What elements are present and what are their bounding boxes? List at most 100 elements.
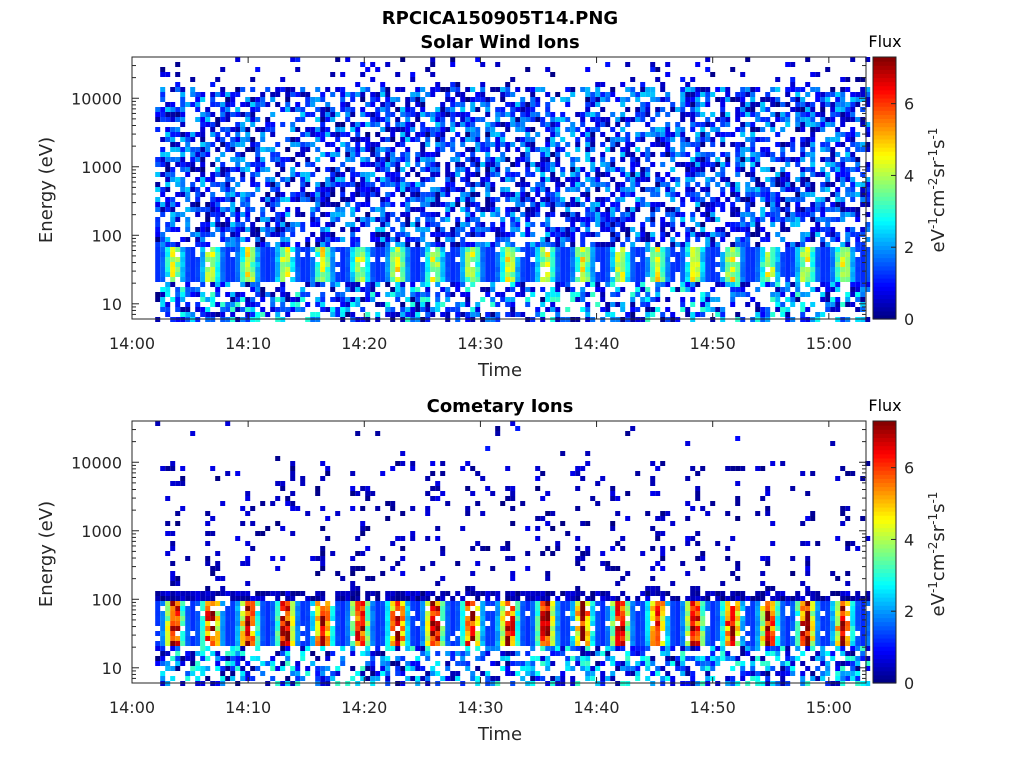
- heatmap-cell: [200, 252, 206, 257]
- heatmap-cell: [490, 242, 496, 247]
- heatmap-cell: [835, 142, 841, 147]
- heatmap-cell: [505, 312, 511, 317]
- heatmap-cell: [210, 97, 216, 102]
- heatmap-cell: [645, 257, 651, 262]
- heatmap-cell: [605, 147, 611, 152]
- heatmap-cell: [210, 566, 216, 571]
- heatmap-cell: [705, 272, 711, 277]
- heatmap-cell: [805, 292, 811, 297]
- heatmap-cell: [470, 282, 476, 287]
- heatmap-cell: [700, 112, 706, 117]
- heatmap-cell: [175, 656, 181, 661]
- heatmap-cell: [250, 102, 256, 107]
- heatmap-cell: [545, 262, 551, 267]
- heatmap-cell: [430, 267, 436, 272]
- heatmap-cell: [740, 242, 746, 247]
- heatmap-cell: [865, 202, 871, 207]
- heatmap-cell: [235, 601, 241, 606]
- heatmap-cell: [420, 127, 426, 132]
- heatmap-cell: [825, 147, 831, 152]
- heatmap-cell: [375, 267, 381, 272]
- heatmap-cell: [805, 152, 811, 157]
- heatmap-cell: [255, 107, 261, 112]
- heatmap-cell: [755, 242, 761, 247]
- heatmap-cell: [455, 152, 461, 157]
- heatmap-cell: [375, 247, 381, 252]
- heatmap-cell: [265, 227, 271, 232]
- heatmap-cell: [450, 57, 456, 62]
- heatmap-cell: [655, 207, 661, 212]
- heatmap-cell: [670, 197, 676, 202]
- heatmap-cell: [515, 222, 521, 227]
- heatmap-cell: [370, 92, 376, 97]
- colorbar-segment: [873, 85, 896, 91]
- heatmap-cell: [535, 102, 541, 107]
- heatmap-cell: [860, 267, 866, 272]
- heatmap-cell: [480, 247, 486, 252]
- heatmap-cell: [790, 77, 796, 82]
- heatmap-cell: [850, 227, 856, 232]
- heatmap-cell: [235, 272, 241, 277]
- heatmap-cell: [250, 227, 256, 232]
- heatmap-cell: [715, 172, 721, 177]
- heatmap-cell: [375, 132, 381, 137]
- heatmap-cell: [160, 302, 166, 307]
- heatmap-cell: [525, 287, 531, 292]
- heatmap-cell: [725, 122, 731, 127]
- heatmap-cell: [340, 97, 346, 102]
- heatmap-cell: [635, 182, 641, 187]
- heatmap-cell: [210, 611, 216, 616]
- heatmap-cell: [495, 87, 501, 92]
- heatmap-cell: [305, 237, 311, 242]
- heatmap-cell: [520, 192, 526, 197]
- heatmap-cell: [260, 147, 266, 152]
- heatmap-cell: [465, 132, 471, 137]
- heatmap-cell: [340, 122, 346, 127]
- heatmap-cell: [240, 621, 246, 626]
- heatmap-cell: [415, 197, 421, 202]
- heatmap-cell: [750, 192, 756, 197]
- heatmap-cell: [405, 172, 411, 177]
- heatmap-cell: [520, 272, 526, 277]
- heatmap-cell: [690, 102, 696, 107]
- heatmap-cell: [710, 232, 716, 237]
- heatmap-cell: [360, 97, 366, 102]
- heatmap-cell: [540, 302, 546, 307]
- heatmap-cell: [535, 277, 541, 282]
- heatmap-cell: [220, 107, 226, 112]
- heatmap-cell: [500, 257, 506, 262]
- heatmap-cell: [285, 252, 291, 257]
- heatmap-cell: [550, 257, 556, 262]
- colorbar-segment: [873, 155, 896, 160]
- heatmap-cell: [435, 82, 441, 87]
- heatmap-cell: [595, 282, 601, 287]
- heatmap-cell: [485, 132, 491, 137]
- heatmap-cell: [220, 87, 226, 92]
- heatmap-cell: [585, 252, 591, 257]
- colorbar-segment: [873, 57, 896, 62]
- heatmap-cell: [420, 272, 426, 277]
- heatmap-cell: [690, 247, 696, 252]
- heatmap-cell: [665, 307, 671, 312]
- heatmap-cell: [640, 107, 646, 112]
- heatmap-cell: [590, 177, 596, 182]
- heatmap-cell: [420, 97, 426, 102]
- heatmap-cell: [500, 152, 506, 157]
- colorbar-segment: [873, 245, 896, 250]
- heatmap-cell: [255, 247, 261, 252]
- heatmap-cell: [485, 187, 491, 192]
- heatmap-cell: [820, 187, 826, 192]
- heatmap-cell: [570, 222, 576, 227]
- heatmap-cell: [570, 92, 576, 97]
- heatmap-cell: [190, 431, 196, 436]
- heatmap-cell: [545, 297, 551, 302]
- heatmap-cell: [455, 287, 461, 292]
- heatmap-cell: [385, 177, 391, 182]
- heatmap-cell: [200, 312, 206, 317]
- heatmap-cell: [330, 112, 336, 117]
- heatmap-cell: [435, 247, 441, 252]
- heatmap-cell: [370, 152, 376, 157]
- heatmap-cell: [310, 97, 316, 102]
- heatmap-cell: [420, 122, 426, 127]
- heatmap-cell: [470, 192, 476, 197]
